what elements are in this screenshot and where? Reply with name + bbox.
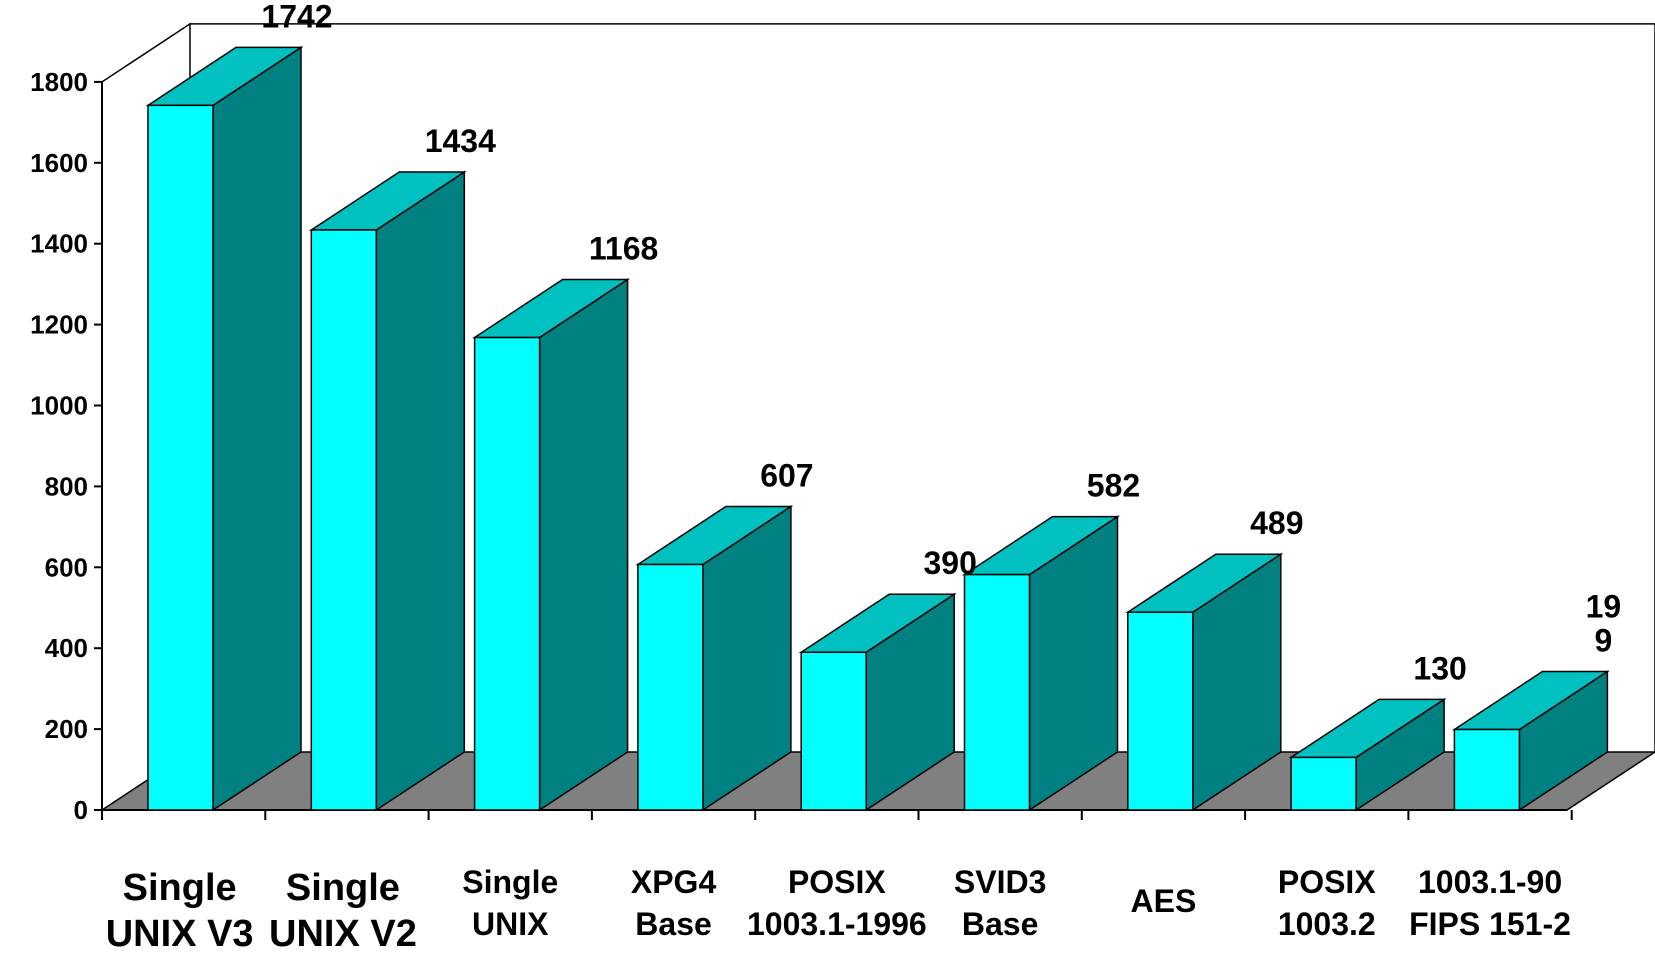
y-tick-label: 400 — [45, 633, 88, 663]
bar — [472, 278, 631, 812]
x-category-label: AES — [1131, 883, 1197, 919]
data-label: 130 — [1413, 650, 1466, 686]
x-category-label: POSIX — [1278, 864, 1376, 900]
back-wall — [190, 23, 1655, 752]
bar — [961, 515, 1121, 812]
data-label: 9 — [1595, 623, 1613, 659]
y-tick-label: 800 — [45, 471, 88, 501]
bar-front — [963, 573, 1031, 811]
data-label: 19 — [1586, 589, 1622, 625]
x-category-label: Single — [286, 867, 400, 909]
data-label: 489 — [1250, 505, 1303, 541]
bar — [308, 170, 467, 812]
x-category-label: Single — [123, 867, 237, 909]
bar-front — [473, 336, 541, 811]
y-tick-label: 1200 — [30, 310, 88, 340]
y-tick-label: 600 — [45, 552, 88, 582]
bar — [1451, 670, 1610, 812]
bar-front — [800, 651, 867, 811]
x-category-label: Base — [635, 906, 712, 942]
y-tick-label: 200 — [45, 714, 88, 744]
data-label: 1168 — [589, 231, 658, 267]
bar-side — [375, 170, 466, 812]
x-category-label: XPG4 — [631, 864, 717, 900]
data-label: 607 — [760, 457, 813, 493]
bar-front — [1127, 611, 1194, 811]
y-tick-label: 0 — [74, 795, 88, 825]
bar — [1288, 698, 1447, 812]
y-tick-label: 1600 — [30, 148, 88, 178]
y-tick-label: 1000 — [30, 391, 88, 421]
bar-front — [637, 563, 704, 811]
x-category-label: 1003.1-90 — [1418, 864, 1562, 900]
value-labels: 1742 1434 1168 607 390 582 489 130 199 — [261, 0, 1621, 686]
bar — [798, 592, 957, 812]
x-category-label: UNIX — [472, 906, 549, 942]
data-label: 390 — [924, 545, 977, 581]
bar — [635, 505, 794, 812]
data-label: 1434 — [425, 123, 496, 159]
bar-front — [310, 229, 378, 811]
y-axis: 0 200 400 600 800 1000 1200 1400 1600 1800 — [30, 67, 1573, 825]
x-category-label: POSIX — [788, 864, 886, 900]
bar — [145, 45, 304, 812]
bar-side — [212, 45, 302, 812]
x-category-label: 1003.2 — [1278, 906, 1376, 942]
x-category-label: UNIX V2 — [269, 913, 417, 955]
bar-front — [1453, 728, 1521, 811]
x-category-label: UNIX V3 — [106, 913, 254, 955]
data-label: 582 — [1087, 468, 1140, 504]
bar-front — [1290, 756, 1357, 811]
x-category-label: Base — [962, 906, 1039, 942]
x-category-label: 1003.1-1996 — [747, 906, 927, 942]
y-tick-label: 1400 — [30, 229, 88, 259]
x-category-label: SVID3 — [954, 864, 1046, 900]
x-category-label: Single — [462, 864, 558, 900]
bar — [1125, 552, 1284, 812]
bar-front — [147, 104, 214, 811]
bar-side — [538, 278, 629, 812]
y-tick-label: 1800 — [30, 67, 88, 97]
bars — [145, 45, 1610, 812]
x-category-label: FIPS 151-2 — [1409, 906, 1571, 942]
data-label: 1742 — [261, 0, 332, 34]
